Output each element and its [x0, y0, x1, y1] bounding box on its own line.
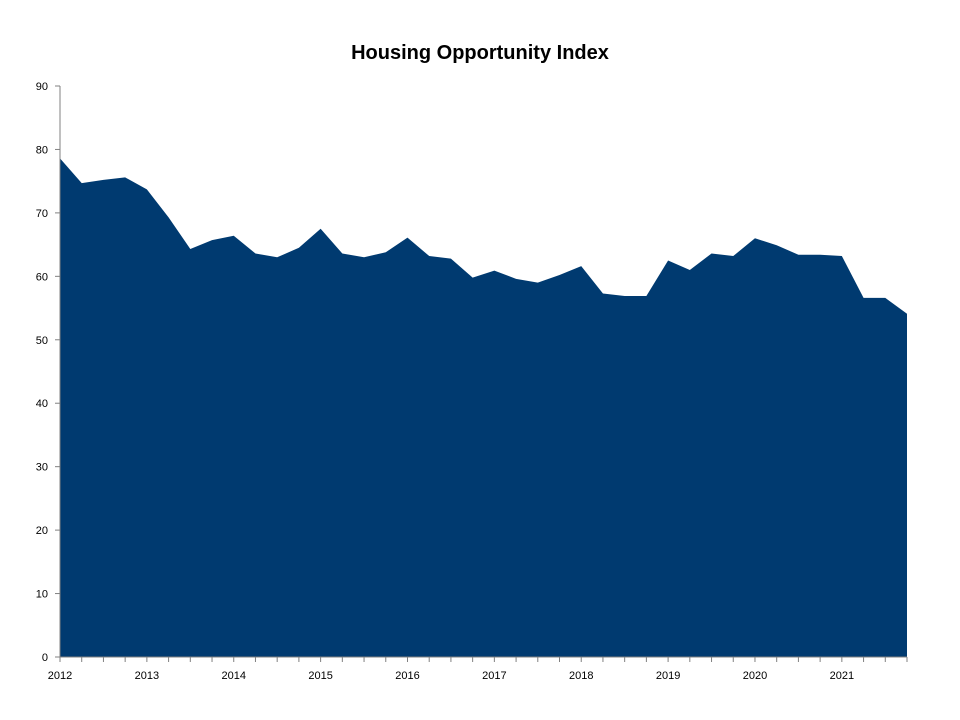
x-tick-label: 2016: [395, 670, 419, 682]
y-tick-label: 40: [36, 398, 48, 410]
y-tick-label: 50: [36, 335, 48, 347]
chart-title: Housing Opportunity Index: [351, 42, 609, 64]
x-tick-label: 2012: [48, 670, 72, 682]
x-tick-label: 2021: [830, 670, 854, 682]
y-tick-label: 30: [36, 462, 48, 474]
x-tick-label: 2020: [743, 670, 767, 682]
x-tick-label: 2015: [308, 670, 332, 682]
x-tick-label: 2018: [569, 670, 593, 682]
x-tick-label: 2014: [222, 670, 246, 682]
x-tick-label: 2013: [135, 670, 159, 682]
x-tick-label: 2017: [482, 670, 506, 682]
series-area: [60, 158, 907, 657]
y-tick-label: 60: [36, 271, 48, 283]
y-tick-label: 10: [36, 589, 48, 601]
y-tick-label: 70: [36, 208, 48, 220]
y-tick-label: 80: [36, 144, 48, 156]
x-tick-label: 2019: [656, 670, 680, 682]
y-tick-label: 20: [36, 525, 48, 537]
y-tick-label: 90: [36, 81, 48, 93]
y-tick-label: 0: [42, 652, 48, 664]
